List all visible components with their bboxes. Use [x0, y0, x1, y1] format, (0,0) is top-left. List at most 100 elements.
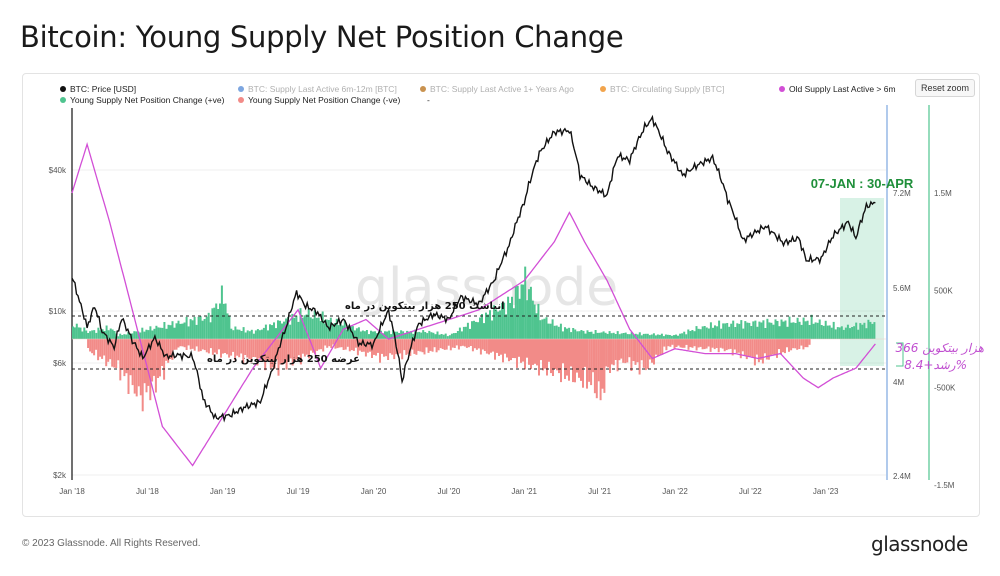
bar-negative	[213, 339, 216, 353]
bar-positive	[865, 328, 868, 339]
legend-item-supply-1y[interactable]: BTC: Supply Last Active 1+ Years Ago	[420, 84, 574, 94]
bar-negative	[558, 339, 560, 374]
bar-negative	[496, 339, 498, 353]
x-tick-label: Jan '23	[813, 487, 839, 496]
legend-item-old-supply[interactable]: Old Supply Last Active > 6m	[779, 84, 896, 94]
reset-zoom-button[interactable]: Reset zoom	[915, 79, 975, 97]
bar-negative	[441, 339, 444, 349]
legend-item-young-pos[interactable]: Young Supply Net Position Change (+ve)	[60, 95, 224, 105]
bar-positive	[873, 322, 876, 339]
bar-positive	[473, 320, 475, 339]
bar-negative	[256, 339, 259, 366]
bar-positive	[72, 326, 74, 339]
bar-positive	[830, 327, 833, 339]
bar-negative	[475, 339, 478, 350]
bar-negative	[115, 339, 118, 368]
bar-positive	[167, 324, 170, 339]
bar-negative	[165, 339, 168, 361]
bar-positive	[410, 331, 413, 339]
bar-positive	[404, 333, 407, 339]
bar-negative	[157, 339, 159, 378]
bar-negative	[481, 339, 484, 350]
bar-positive	[365, 330, 368, 339]
bar-positive	[289, 324, 292, 339]
bar-negative	[784, 339, 786, 354]
bar-positive	[750, 326, 753, 339]
bar-positive	[507, 296, 510, 339]
bar-positive	[343, 320, 346, 339]
bar-negative	[419, 339, 422, 352]
bar-negative	[648, 339, 651, 360]
bar-negative	[285, 339, 288, 370]
bar-negative	[399, 339, 402, 354]
bar-negative	[167, 339, 170, 363]
bar-negative	[439, 339, 442, 349]
bar-positive	[363, 331, 366, 339]
legend-dot-icon	[238, 86, 244, 92]
bar-positive	[317, 317, 320, 339]
bar-positive	[693, 331, 696, 339]
bar-negative	[634, 339, 637, 365]
bar-positive	[746, 322, 749, 339]
bar-positive	[430, 332, 433, 339]
bar-negative	[737, 339, 740, 353]
bar-positive	[794, 323, 797, 339]
bar-positive	[341, 325, 344, 339]
bar-positive	[85, 330, 88, 339]
legend-item-dash[interactable]: -	[427, 95, 430, 105]
bar-negative	[397, 339, 400, 355]
bar-positive	[628, 334, 631, 339]
bar-positive	[778, 326, 781, 339]
bar-positive	[782, 321, 785, 339]
bar-negative	[469, 339, 472, 346]
bar-negative	[260, 339, 263, 361]
bar-negative	[691, 339, 694, 348]
bar-positive	[277, 320, 279, 339]
bar-positive	[454, 333, 457, 339]
bar-negative	[782, 339, 784, 353]
bar-negative	[445, 339, 448, 350]
bar-negative	[673, 339, 676, 349]
bar-positive	[139, 332, 142, 339]
bar-positive	[361, 330, 364, 339]
bar-positive	[586, 330, 589, 339]
bar-positive	[754, 320, 757, 339]
annotation-period: 07-JAN : 30-APR	[811, 176, 914, 191]
x-tick-label: Jul '21	[588, 487, 611, 496]
bar-positive	[790, 322, 793, 339]
bar-negative	[592, 339, 595, 373]
bar-positive	[370, 330, 372, 339]
legend-item-price[interactable]: BTC: Price [USD]	[60, 84, 136, 94]
legend-item-supply-6m-12m[interactable]: BTC: Supply Last Active 6m-12m [BTC]	[238, 84, 397, 94]
bar-positive	[620, 333, 623, 339]
legend-label: -	[427, 95, 430, 105]
legend-item-young-neg[interactable]: Young Supply Net Position Change (-ve)	[238, 95, 400, 105]
bar-negative	[506, 339, 508, 358]
bar-positive	[792, 322, 795, 339]
bar-negative	[727, 339, 730, 350]
bar-positive	[687, 329, 690, 339]
bar-positive	[325, 319, 328, 339]
bar-negative	[792, 339, 795, 349]
bar-negative	[717, 339, 720, 353]
bar-positive	[230, 328, 233, 339]
bar-negative	[636, 339, 639, 363]
bar-negative	[800, 339, 803, 346]
bar-positive	[299, 308, 302, 339]
bar-positive	[788, 316, 791, 339]
bar-negative	[234, 339, 237, 361]
bar-negative	[197, 339, 200, 352]
bar-positive	[722, 323, 725, 339]
bar-negative	[578, 339, 580, 378]
legend-item-circulating[interactable]: BTC: Circulating Supply [BTC]	[600, 84, 724, 94]
bar-positive	[857, 329, 860, 339]
bar-negative	[330, 339, 333, 348]
bar-negative	[185, 339, 188, 350]
bar-negative	[377, 339, 379, 353]
bar-negative	[765, 339, 768, 360]
bar-negative	[599, 339, 602, 401]
bar-positive	[479, 317, 481, 339]
bar-negative	[435, 339, 438, 353]
bar-negative	[113, 339, 116, 368]
bar-negative	[248, 339, 251, 359]
